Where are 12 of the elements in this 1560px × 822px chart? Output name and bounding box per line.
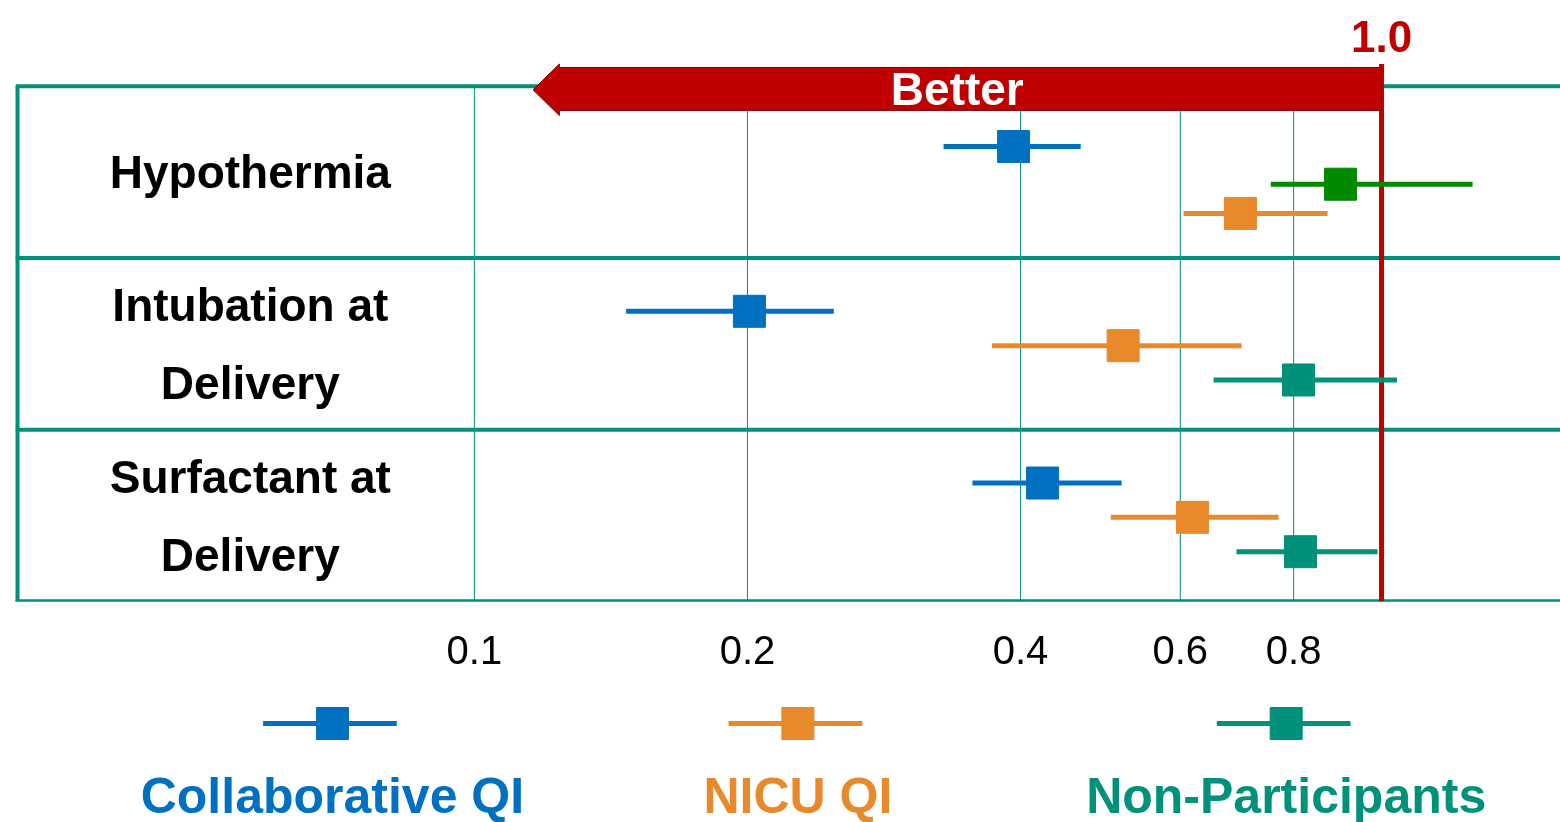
legend-label: Collaborative QI [140, 767, 525, 822]
x-tick-label: 0.4 [992, 627, 1049, 672]
annotation: Better [890, 62, 1024, 115]
x-tick-label: 0.6 [1152, 627, 1209, 672]
ref-line-label: 1.0 [1350, 12, 1413, 62]
y-tick-label: Surfactant at Delivery [109, 450, 391, 581]
y-tick-label: Intubation at Delivery [112, 278, 389, 409]
legend-label: NICU QI [703, 767, 893, 822]
x-tick-label: 0.8 [1265, 627, 1322, 672]
x-tick-label: 0.2 [719, 627, 776, 672]
y-tick-label: Hypothermia [109, 146, 392, 199]
x-tick-label: 0.1 [446, 627, 503, 672]
